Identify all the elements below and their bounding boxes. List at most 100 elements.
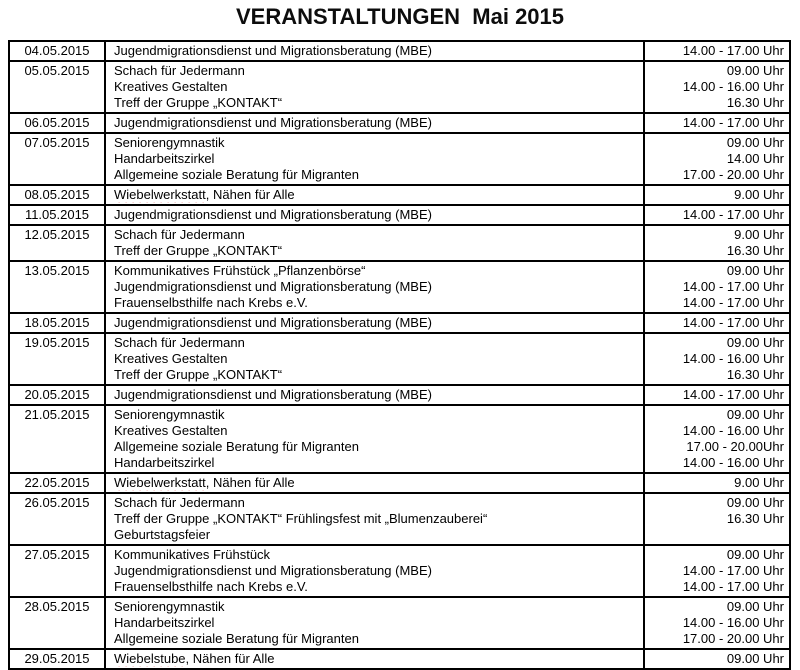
time-line: 09.00 Uhr <box>726 495 784 510</box>
event-line: Jugendmigrationsdienst und Migrationsber… <box>114 207 432 222</box>
date-cell: 20.05.2015 <box>8 384 106 406</box>
event-cell: Kommunikatives Frühstück „Pflanzenbörse“… <box>104 260 645 314</box>
time-line: 9.00 Uhr <box>734 475 784 490</box>
event-line: Schach für Jedermann <box>114 227 245 242</box>
event-cell: Jugendmigrationsdienst und Migrationsber… <box>104 204 645 226</box>
event-cell: Wiebelstube, Nähen für Alle <box>104 648 645 670</box>
event-line: Handarbeitszirkel <box>114 615 215 630</box>
time-line: 14.00 - 17.00 Uhr <box>682 43 784 58</box>
time-line: 14.00 - 16.00 Uhr <box>682 351 784 366</box>
time-line: 14.00 - 17.00 Uhr <box>682 563 784 578</box>
event-line: Schach für Jedermann <box>114 495 245 510</box>
time-line: 14.00 - 17.00 Uhr <box>682 279 784 294</box>
event-line: Seniorengymnastik <box>114 599 225 614</box>
event-line: Jugendmigrationsdienst und Migrationsber… <box>114 115 432 130</box>
event-line: Wiebelstube, Nähen für Alle <box>114 651 275 666</box>
time-line: 09.00 Uhr <box>726 651 784 666</box>
date-cell: 27.05.2015 <box>8 544 106 598</box>
time-cell: 14.00 - 17.00 Uhr <box>643 40 791 62</box>
time-line: 14.00 - 17.00 Uhr <box>682 579 784 594</box>
date-cell: 29.05.2015 <box>8 648 106 670</box>
time-cell: 14.00 - 17.00 Uhr <box>643 204 791 226</box>
event-line: Wiebelwerkstatt, Nähen für Alle <box>114 475 295 490</box>
event-line: Schach für Jedermann <box>114 63 245 78</box>
date-cell: 06.05.2015 <box>8 112 106 134</box>
date-cell: 22.05.2015 <box>8 472 106 494</box>
event-cell: Seniorengymnastik Kreatives Gestalten Allg… <box>104 404 645 474</box>
time-cell: 09.00 Uhr 14.00 - 16.00 Uhr 17.00 - 20.00 … <box>643 596 791 650</box>
table-row: 07.05.2015 Seniorengymnastik Handarbeitszi… <box>8 132 791 186</box>
page-title: VERANSTALTUNGEN Mai 2015 <box>235 4 565 29</box>
time-line: 9.00 Uhr <box>734 227 784 242</box>
date-cell: 11.05.2015 <box>8 204 106 226</box>
event-cell: Kommunikatives Frühstück Jugendmigrations… <box>104 544 645 598</box>
date-cell: 05.05.2015 <box>8 60 106 114</box>
event-line: Geburtstagsfeier <box>114 527 211 542</box>
table-row: 26.05.2015 Schach für Jedermann Treff der … <box>8 492 791 546</box>
event-line: Wiebelwerkstatt, Nähen für Alle <box>114 187 295 202</box>
time-line: 17.00 - 20.00 Uhr <box>682 631 784 646</box>
event-line: Handarbeitszirkel <box>114 455 215 470</box>
event-cell: Wiebelwerkstatt, Nähen für Alle <box>104 472 645 494</box>
time-line: 09.00 Uhr <box>726 63 784 78</box>
table-row: 18.05.2015 Jugendmigrationsdienst und Mig… <box>8 312 791 334</box>
time-line: 14.00 Uhr <box>726 151 784 166</box>
misspelled-word: Wiebelwerkstatt <box>114 187 206 202</box>
event-cell: Schach für Jedermann Treff der Gruppe „KO… <box>104 492 645 546</box>
event-line: Jugendmigrationsdienst und Migrationsber… <box>114 563 432 578</box>
time-cell: 9.00 Uhr <box>643 472 791 494</box>
event-line: Jugendmigrationsdienst und Migrationsber… <box>114 279 432 294</box>
date-cell: 13.05.2015 <box>8 260 106 314</box>
time-line: 14.00 - 17.00 Uhr <box>682 387 784 402</box>
event-line: Jugendmigrationsdienst und Migrationsber… <box>114 315 432 330</box>
time-cell: 09.00 Uhr 14.00 Uhr 17.00 - 20.00 Uhr <box>643 132 791 186</box>
time-line: 09.00 Uhr <box>726 407 784 422</box>
event-cell: Schach für Jedermann Kreatives Gestalten T… <box>104 332 645 386</box>
event-cell: Jugendmigrationsdienst und Migrationsber… <box>104 384 645 406</box>
table-row: 19.05.2015 Schach für Jedermann Kreatives … <box>8 332 791 386</box>
date-cell: 08.05.2015 <box>8 184 106 206</box>
time-cell: 09.00 Uhr 16.30 Uhr <box>643 492 791 546</box>
date-cell: 28.05.2015 <box>8 596 106 650</box>
event-line: Kreatives Gestalten <box>114 423 228 438</box>
table-row: 29.05.2015 Wiebelstube, Nähen für Alle 09.… <box>8 648 791 670</box>
event-line: Kreatives Gestalten <box>114 351 228 366</box>
event-line: Treff der Gruppe „KONTAKT“ <box>114 367 283 382</box>
time-line: 14.00 - 17.00 Uhr <box>682 207 784 222</box>
time-line: 17.00 - 20.00Uhr <box>686 439 784 454</box>
table-row: 27.05.2015 Kommunikatives Frühstück Jugend… <box>8 544 791 598</box>
event-line: Handarbeitszirkel <box>114 151 215 166</box>
event-line: Seniorengymnastik <box>114 135 225 150</box>
event-line: Treff der Gruppe „KONTAKT“ <box>114 243 283 258</box>
table-row: 06.05.2015 Jugendmigrationsdienst und Mig… <box>8 112 791 134</box>
time-line: 16.30 Uhr <box>726 243 784 258</box>
time-cell: 14.00 - 17.00 Uhr <box>643 112 791 134</box>
event-line: Kommunikatives Frühstück <box>114 547 271 562</box>
time-line: 14.00 - 16.00 Uhr <box>682 615 784 630</box>
event-cell: Schach für Jedermann Kreatives Gestalten T… <box>104 60 645 114</box>
date-cell: 21.05.2015 <box>8 404 106 474</box>
event-line: Jugendmigrationsdienst und Migrationsber… <box>114 43 432 58</box>
time-cell: 9.00 Uhr <box>643 184 791 206</box>
table-row: 11.05.2015 Jugendmigrationsdienst und Mig… <box>8 204 791 226</box>
table-row: 28.05.2015 Seniorengymnastik Handarbeitszi… <box>8 596 791 650</box>
time-cell: 09.00 Uhr 14.00 - 17.00 Uhr 14.00 - 17.00 … <box>643 544 791 598</box>
table-row: 21.05.2015 Seniorengymnastik Kreatives Ges… <box>8 404 791 474</box>
table-row: 08.05.2015 Wiebelwerkstatt, Nähen für All… <box>8 184 791 206</box>
date-cell: 18.05.2015 <box>8 312 106 334</box>
time-cell: 14.00 - 17.00 Uhr <box>643 384 791 406</box>
event-cell: Jugendmigrationsdienst und Migrationsber… <box>104 112 645 134</box>
event-cell: Wiebelwerkstatt, Nähen für Alle <box>104 184 645 206</box>
time-cell: 09.00 Uhr <box>643 648 791 670</box>
event-cell: Jugendmigrationsdienst und Migrationsber… <box>104 312 645 334</box>
time-cell: 14.00 - 17.00 Uhr <box>643 312 791 334</box>
event-cell: Seniorengymnastik Handarbeitszirkel Allgem… <box>104 596 645 650</box>
time-cell: 9.00 Uhr 16.30 Uhr <box>643 224 791 262</box>
time-line: 14.00 - 17.00 Uhr <box>682 115 784 130</box>
event-line: Allgemeine soziale Beratung für Migrante… <box>114 631 359 646</box>
table-row: 20.05.2015 Jugendmigrationsdienst und Mig… <box>8 384 791 406</box>
time-line: 14.00 - 17.00 Uhr <box>682 315 784 330</box>
misspelled-word: Wiebelstube <box>114 651 186 666</box>
misspelled-word: Wiebelwerkstatt <box>114 475 206 490</box>
time-line: 09.00 Uhr <box>726 135 784 150</box>
